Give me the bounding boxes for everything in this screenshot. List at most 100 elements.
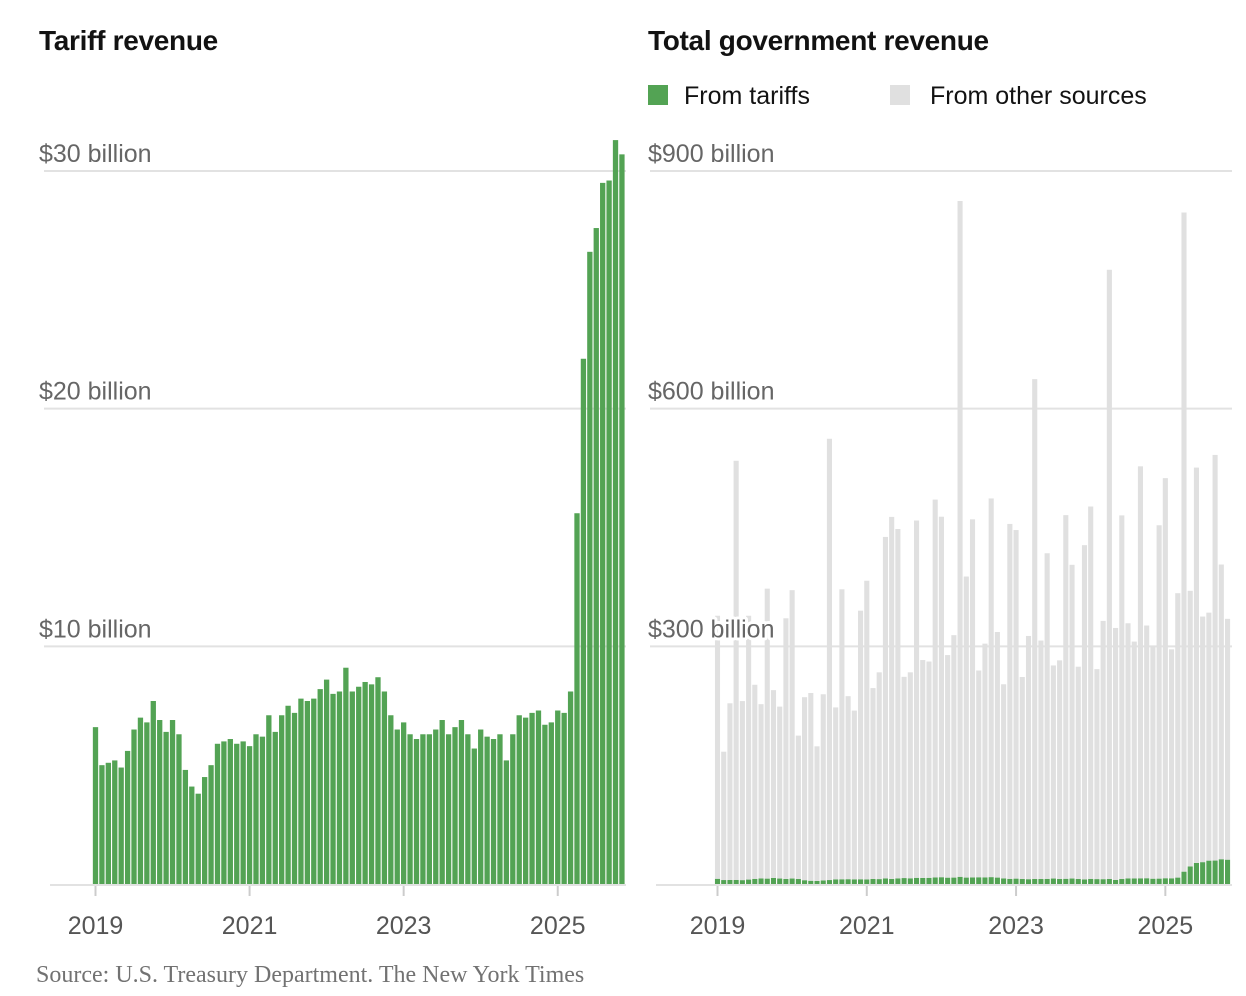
bar-tariffs bbox=[587, 251, 593, 884]
bar-tariffs bbox=[976, 877, 982, 884]
bar-tariffs bbox=[808, 880, 814, 884]
bar-other-sources bbox=[833, 707, 839, 880]
bar-tariffs bbox=[1119, 879, 1125, 884]
bar-tariffs bbox=[1063, 878, 1069, 884]
bar-tariffs bbox=[548, 722, 554, 884]
bar-tariffs bbox=[901, 878, 907, 884]
bar-tariffs bbox=[356, 686, 362, 884]
bar-other-sources bbox=[845, 696, 851, 880]
bar-other-sources bbox=[746, 615, 752, 880]
bar-tariffs bbox=[368, 684, 375, 884]
bar-tariffs bbox=[1013, 878, 1019, 884]
bar-tariffs bbox=[864, 879, 870, 884]
bar-other-sources bbox=[1044, 553, 1050, 879]
legend-swatch-tariffs bbox=[648, 85, 668, 105]
bar-tariffs bbox=[201, 777, 208, 884]
bar-tariffs bbox=[227, 739, 233, 884]
bar-tariffs bbox=[1137, 878, 1144, 884]
bar-tariffs bbox=[272, 731, 278, 884]
bar-tariffs bbox=[465, 734, 471, 884]
bar-tariffs bbox=[783, 878, 789, 884]
bar-other-sources bbox=[733, 460, 739, 880]
bar-other-sources bbox=[1144, 625, 1150, 879]
bar-other-sources bbox=[1169, 649, 1175, 879]
bar-tariffs bbox=[951, 877, 957, 884]
legend-swatch-other-sources bbox=[890, 85, 910, 105]
bar-other-sources bbox=[1081, 545, 1088, 880]
legend-label-tariffs: From tariffs bbox=[684, 82, 810, 110]
legend: From tariffs From other sources bbox=[648, 82, 1147, 110]
bar-tariffs bbox=[777, 878, 783, 884]
bar-other-sources bbox=[1113, 627, 1119, 880]
y-tick-label: $20 billion bbox=[39, 378, 152, 406]
x-tick-label: 2021 bbox=[222, 912, 278, 940]
bar-tariffs bbox=[484, 736, 490, 884]
bar-tariffs bbox=[240, 741, 246, 884]
bar-other-sources bbox=[1007, 523, 1013, 879]
bar-tariffs bbox=[555, 710, 561, 884]
bar-tariffs bbox=[1106, 879, 1112, 884]
bar-tariffs bbox=[851, 879, 857, 884]
x-tick-label: 2019 bbox=[68, 912, 124, 940]
bar-tariffs bbox=[1007, 878, 1013, 884]
bar-tariffs bbox=[394, 729, 400, 884]
bar-tariffs bbox=[291, 712, 298, 884]
bar-tariffs bbox=[1150, 878, 1156, 884]
bar-tariffs bbox=[1075, 879, 1081, 884]
bar-other-sources bbox=[727, 703, 733, 880]
bar-other-sources bbox=[982, 643, 988, 878]
source-note: Source: U.S. Treasury Department. The Ne… bbox=[36, 962, 584, 988]
bar-other-sources bbox=[851, 710, 857, 880]
bar-tariffs bbox=[503, 760, 510, 884]
bar-tariffs bbox=[304, 701, 311, 884]
bar-tariffs bbox=[311, 698, 317, 884]
bar-tariffs bbox=[593, 228, 599, 885]
y-tick-label: $30 billion bbox=[39, 140, 152, 168]
bar-other-sources bbox=[920, 660, 926, 878]
bar-tariffs bbox=[497, 734, 503, 884]
bar-other-sources bbox=[1131, 641, 1137, 879]
bar-tariffs bbox=[336, 691, 343, 884]
x-tick-label: 2023 bbox=[988, 912, 1044, 940]
bar-tariffs bbox=[746, 879, 752, 884]
bar-tariffs bbox=[1156, 878, 1162, 884]
bar-other-sources bbox=[739, 701, 745, 881]
bar-other-sources bbox=[802, 697, 808, 881]
bar-other-sources bbox=[864, 580, 870, 880]
bar-tariffs bbox=[789, 878, 795, 884]
bar-tariffs bbox=[1088, 878, 1094, 884]
bar-tariffs bbox=[1113, 879, 1119, 884]
bar-tariffs bbox=[182, 769, 189, 884]
bar-tariffs bbox=[1206, 860, 1212, 884]
bar-tariffs bbox=[343, 667, 349, 884]
bar-tariffs bbox=[1100, 879, 1106, 884]
x-tick-label: 2019 bbox=[690, 912, 746, 940]
legend-label-other-sources: From other sources bbox=[930, 82, 1147, 110]
bar-tariffs bbox=[131, 729, 137, 884]
bar-tariffs bbox=[105, 762, 111, 884]
bar-tariffs bbox=[945, 877, 951, 884]
bar-tariffs bbox=[1169, 878, 1175, 884]
bar-other-sources bbox=[882, 536, 888, 879]
bar-other-sources bbox=[1088, 506, 1094, 879]
bar-tariffs bbox=[1162, 878, 1168, 884]
bar-tariffs bbox=[330, 693, 336, 884]
bar-other-sources bbox=[870, 688, 876, 880]
bar-tariffs bbox=[1144, 878, 1150, 884]
bar-tariffs bbox=[714, 878, 721, 884]
bar-tariffs bbox=[1057, 879, 1063, 884]
bar-tariffs bbox=[561, 712, 567, 884]
bar-other-sources bbox=[839, 589, 845, 880]
bar-other-sources bbox=[1075, 666, 1081, 880]
bar-tariffs bbox=[490, 739, 497, 884]
bar-tariffs bbox=[1193, 862, 1199, 884]
bar-tariffs bbox=[535, 710, 542, 884]
bar-tariffs bbox=[176, 734, 182, 884]
bar-tariffs bbox=[112, 760, 118, 884]
bar-tariffs bbox=[246, 746, 253, 884]
bar-other-sources bbox=[1001, 684, 1007, 879]
bar-other-sources bbox=[1119, 515, 1125, 880]
bar-tariffs bbox=[92, 727, 99, 884]
bar-tariffs bbox=[606, 180, 612, 884]
